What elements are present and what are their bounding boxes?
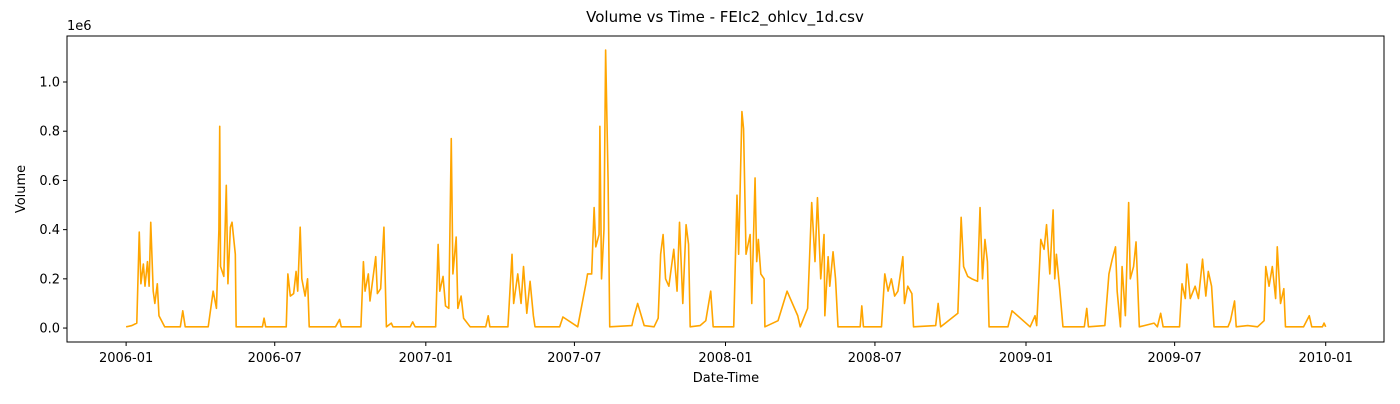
y-tick-label: 0.2	[39, 272, 60, 287]
x-tick-label: 2009-07	[1147, 351, 1201, 366]
plot-frame	[66, 35, 1385, 343]
y-tick-label: 0.8	[39, 125, 60, 140]
y-offset-label: 1e6	[67, 19, 92, 34]
x-tick-label: 2010-01	[1299, 351, 1353, 366]
x-tick-label: 2006-07	[248, 351, 302, 366]
x-tick-label: 2008-01	[698, 351, 752, 366]
x-tick-label: 2006-01	[99, 351, 153, 366]
y-axis-label: Volume	[14, 165, 29, 213]
chart-title: Volume vs Time - FEIc2_ohlcv_1d.csv	[586, 8, 864, 27]
x-tick-label: 2007-07	[547, 351, 601, 366]
data-line	[125, 49, 1327, 328]
x-tick-label: 2009-01	[999, 351, 1053, 366]
y-tick-label: 1.0	[39, 76, 60, 91]
x-tick-label: 2008-07	[848, 351, 902, 366]
y-tick-label: 0.0	[39, 322, 60, 337]
x-tick-label: 2007-01	[399, 351, 453, 366]
x-axis-label: Date-Time	[693, 371, 759, 386]
y-tick-label: 0.6	[39, 174, 60, 189]
y-tick-label: 0.4	[39, 223, 60, 238]
